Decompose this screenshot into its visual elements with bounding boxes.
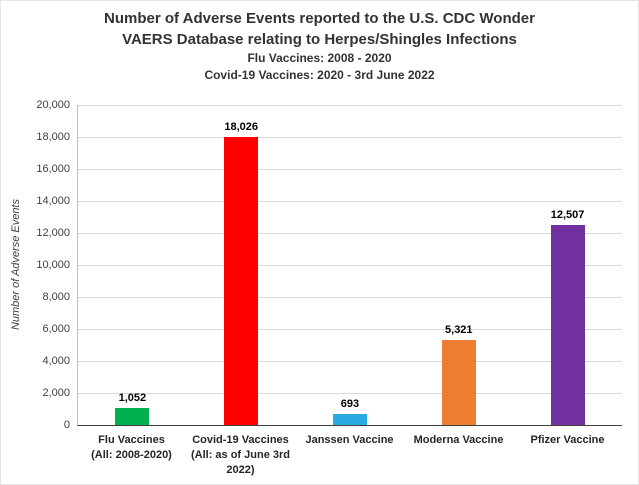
x-axis-category-label: Moderna Vaccine bbox=[404, 433, 513, 478]
y-tick-label: 14,000 bbox=[36, 195, 70, 207]
y-tick-label: 12,000 bbox=[36, 227, 70, 239]
bar-slot: 18,026 bbox=[187, 105, 296, 425]
bar-value-label: 5,321 bbox=[445, 323, 473, 336]
gridline bbox=[78, 105, 622, 106]
bar-moderna-vaccine: 5,321 bbox=[441, 324, 476, 425]
bar-pfizer-vaccine: 12,507 bbox=[550, 209, 585, 425]
bar-value-label: 693 bbox=[340, 397, 360, 410]
x-axis-category-label-line: (All: 2008-2020) bbox=[91, 449, 172, 461]
gridline bbox=[78, 361, 622, 362]
y-tick-label: 6,000 bbox=[42, 323, 70, 335]
bar-value-label: 1,052 bbox=[118, 392, 147, 405]
bar-janssen-vaccine: 693 bbox=[332, 398, 367, 425]
gridline bbox=[78, 329, 622, 330]
x-axis-category-label: Flu Vaccines (All: 2008-2020) bbox=[77, 433, 186, 478]
bar-slot: 5,321 bbox=[404, 105, 513, 425]
x-axis-category-label-line: 2022) bbox=[226, 464, 255, 476]
x-axis-category-label: Pfizer Vaccine bbox=[513, 433, 622, 478]
bar-slot: 693 bbox=[296, 105, 405, 425]
chart-subtitle-line1: Flu Vaccines: 2008 - 2020 bbox=[247, 51, 392, 65]
x-axis-category-label-line: Janssen Vaccine bbox=[305, 434, 394, 446]
x-axis-category-label: Janssen Vaccine bbox=[295, 433, 404, 478]
chart-title-line1: Number of Adverse Events reported to the… bbox=[104, 10, 535, 27]
gridline bbox=[78, 169, 622, 170]
y-tick-label: 10,000 bbox=[36, 259, 70, 271]
gridline bbox=[78, 297, 622, 298]
chart-body: Number of Adverse Events 0 2,000 4,000 6,00… bbox=[7, 99, 622, 478]
y-tick-label: 18,000 bbox=[36, 131, 70, 143]
x-axis-category-label: Covid-19 Vaccines (All: as of June 3rd 202… bbox=[186, 433, 295, 478]
x-axis-labels: Flu Vaccines (All: 2008-2020) Covid-19 Vac… bbox=[77, 433, 622, 478]
x-axis-category-label-line: Flu Vaccines bbox=[98, 434, 165, 446]
y-tick-label: 0 bbox=[63, 419, 70, 431]
y-axis-labels: 0 2,000 4,000 6,000 8,000 10,000 12,000 14,000 1… bbox=[25, 99, 77, 431]
gridline bbox=[78, 233, 622, 234]
y-tick-label: 20,000 bbox=[36, 99, 70, 111]
x-axis-category-label-line: (All: as of June 3rd bbox=[190, 449, 291, 461]
gridline bbox=[78, 137, 622, 138]
plot-area: 1,052 18,026 693 5,321 12,507 bbox=[77, 105, 622, 426]
y-tick-label: 16,000 bbox=[36, 163, 70, 175]
x-axis-category-label-line: Pfizer Vaccine bbox=[530, 434, 605, 446]
gridline bbox=[78, 265, 622, 266]
x-axis-category-label-line: Covid-19 Vaccines bbox=[192, 434, 289, 446]
bars-container: 1,052 18,026 693 5,321 12,507 bbox=[78, 105, 622, 425]
y-tick-label: 2,000 bbox=[42, 387, 70, 399]
x-axis-category-label-line: Moderna Vaccine bbox=[413, 434, 504, 446]
bar-value-label: 18,026 bbox=[224, 120, 259, 133]
bar-slot: 1,052 bbox=[78, 105, 187, 425]
chart-header: Number of Adverse Events reported to the… bbox=[1, 1, 638, 84]
y-tick-label: 8,000 bbox=[42, 291, 70, 303]
bar-covid-19-vaccines: 18,026 bbox=[224, 121, 259, 425]
gridline bbox=[78, 393, 622, 394]
bar-slot: 12,507 bbox=[513, 105, 622, 425]
gridline bbox=[78, 201, 622, 202]
chart-subtitle-line2: Covid-19 Vaccines: 2020 - 3rd June 2022 bbox=[204, 68, 435, 82]
bar-value-label: 12,507 bbox=[550, 208, 585, 221]
y-tick-label: 4,000 bbox=[42, 355, 70, 367]
bar-flu-vaccines: 1,052 bbox=[115, 392, 150, 425]
chart-title-line2: VAERS Database relating to Herpes/Shingl… bbox=[122, 31, 517, 48]
plot-wrap: 1,052 18,026 693 5,321 12,507 Flu Vaccines (A… bbox=[77, 105, 622, 478]
